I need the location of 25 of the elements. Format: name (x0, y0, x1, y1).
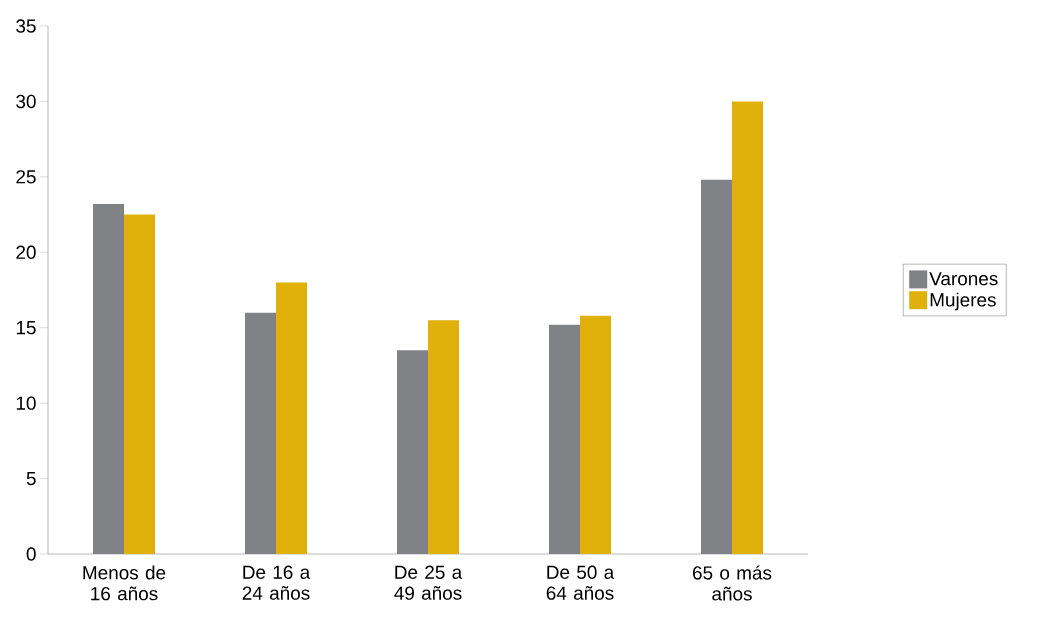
x-tick-label: De 16 a 24 años (242, 565, 311, 600)
y-tick-label: 20 (16, 245, 36, 259)
x-tick-label: 65 o más años (692, 565, 772, 601)
x-tick-label: De 25 a 49 años (394, 565, 463, 600)
y-tick-label: 25 (16, 170, 36, 184)
bar (428, 320, 459, 554)
y-tick-label: 30 (16, 94, 36, 109)
bar (701, 179, 733, 554)
legend-label: Varones (929, 272, 998, 286)
x-tick-label: De 50 a 64 años (546, 565, 615, 600)
y-tick-label: 15 (16, 321, 36, 335)
bar (549, 324, 580, 554)
y-tick-label: 10 (16, 396, 36, 410)
bar (93, 204, 124, 554)
bar (245, 312, 276, 554)
legend-label: Mujeres (930, 292, 996, 311)
bar (124, 214, 155, 554)
bar (397, 350, 428, 554)
x-tick-label: Menos de 16 años (83, 565, 166, 601)
bar (732, 101, 764, 554)
y-tick-label: 0 (26, 547, 36, 561)
bar (276, 282, 307, 554)
bar (580, 315, 611, 554)
y-tick-label: 5 (26, 471, 36, 486)
y-tick-label: 35 (16, 19, 36, 33)
